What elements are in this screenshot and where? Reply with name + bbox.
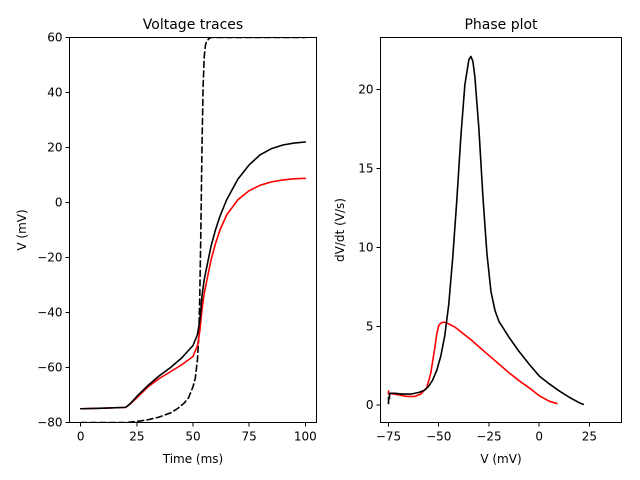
voltage-traces-x-tick-label: 50 bbox=[185, 430, 200, 444]
voltage-traces-y-tick-label: −40 bbox=[37, 306, 62, 320]
voltage-traces-series bbox=[79, 37, 307, 423]
voltage-traces-x-ticks: 0 25 50 75 100 bbox=[77, 422, 317, 444]
voltage-traces-x-tick-label: 0 bbox=[77, 430, 85, 444]
phase-plot-series bbox=[387, 55, 585, 406]
phase-plot-x-tick-label: 0 bbox=[535, 430, 543, 444]
voltage-traces-x-tick-label: 75 bbox=[241, 430, 256, 444]
phase-plot-x-ticks: −75 −50 −25 0 25 bbox=[376, 422, 597, 444]
voltage-traces-y-ticks: −80 −60 −40 −20 0 20 40 60 bbox=[37, 31, 70, 430]
phase-plot-y-tick-label: 0 bbox=[366, 398, 374, 412]
voltage-traces-series-line-0 bbox=[79, 37, 307, 423]
phase-plot-y-ticks: 0 5 10 15 20 bbox=[358, 83, 381, 412]
phase-plot-axes-frame bbox=[380, 37, 622, 423]
voltage-traces-y-label: V (mV) bbox=[15, 209, 29, 250]
voltage-traces-y-tick-label: −60 bbox=[37, 361, 62, 375]
phase-plot-x-tick-label: 25 bbox=[582, 430, 597, 444]
phase-plot-y-tick-label: 10 bbox=[358, 240, 373, 254]
phase-plot-title: Phase plot bbox=[464, 17, 538, 33]
phase-plot-x-tick-label: −25 bbox=[476, 430, 501, 444]
phase-plot-y-tick-label: 15 bbox=[358, 161, 373, 175]
voltage-traces-y-tick-label: 60 bbox=[47, 31, 62, 45]
voltage-traces-y-tick-label: 40 bbox=[47, 86, 62, 100]
voltage-traces-x-tick-label: 100 bbox=[294, 430, 317, 444]
phase-plot-x-tick-label: −75 bbox=[376, 430, 401, 444]
phase-plot-y-label: dV/dt (V/s) bbox=[333, 198, 347, 262]
voltage-traces-x-label: Time (ms) bbox=[162, 452, 224, 466]
voltage-traces-series-line-1 bbox=[79, 177, 307, 410]
voltage-traces-x-tick-label: 25 bbox=[129, 430, 144, 444]
phase-plot-y-tick-label: 20 bbox=[358, 83, 373, 97]
voltage-traces-y-tick-label: −80 bbox=[37, 416, 62, 430]
voltage-traces-y-tick-label: 0 bbox=[55, 196, 63, 210]
voltage-traces-series-line-2 bbox=[79, 141, 307, 410]
voltage-traces-y-tick-label: −20 bbox=[37, 251, 62, 265]
voltage-traces-panel: 0 25 50 75 100 −80 −60 −40 −20 0 20 40 60 Voltage t… bbox=[15, 17, 317, 466]
phase-plot-series-line-1 bbox=[387, 55, 585, 406]
voltage-traces-title: Voltage traces bbox=[143, 17, 243, 33]
phase-plot-x-tick-label: −50 bbox=[426, 430, 451, 444]
voltage-traces-y-tick-label: 20 bbox=[47, 141, 62, 155]
phase-plot-series-line-0 bbox=[387, 321, 558, 405]
phase-plot-x-label: V (mV) bbox=[480, 452, 521, 466]
phase-plot-y-tick-label: 5 bbox=[366, 319, 374, 333]
